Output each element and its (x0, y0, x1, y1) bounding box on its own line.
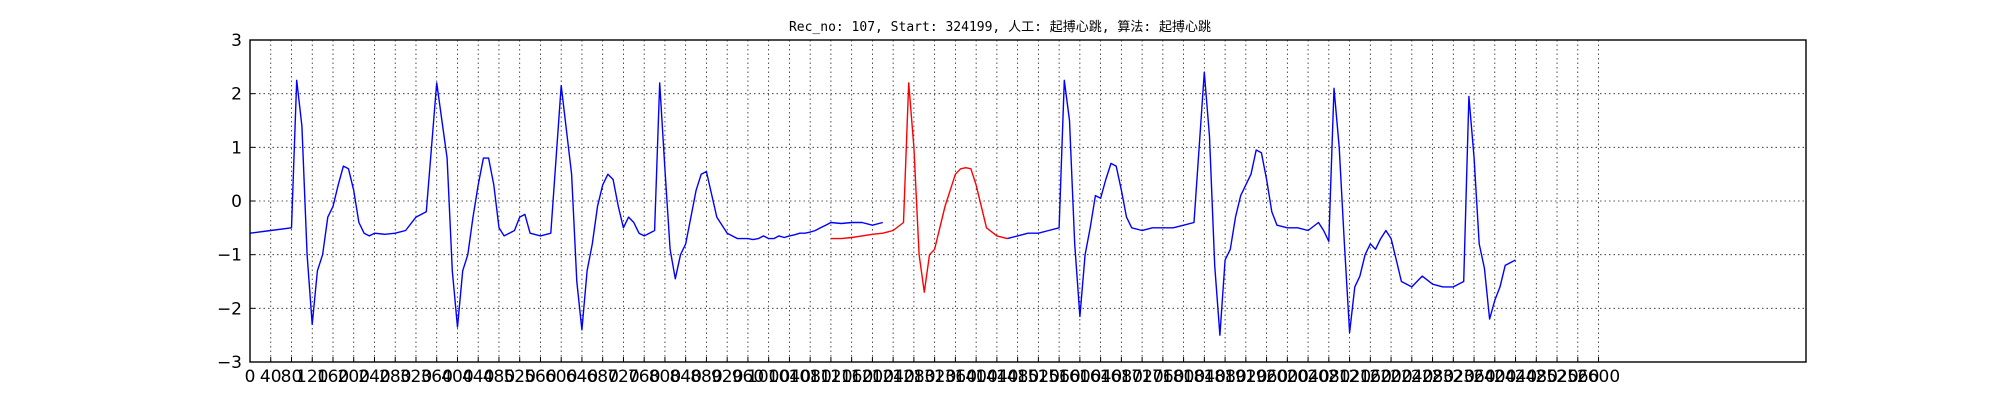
x-tick-label: 1440 (975, 367, 1018, 387)
x-tick-label: 0 (245, 367, 256, 387)
x-tick-label: 480 (483, 367, 515, 387)
x-axis: 0 40 8012016020024028032036040044048052056… (245, 357, 1620, 387)
x-tick-label: 880 (690, 367, 722, 387)
y-tick-label: −3 (217, 353, 242, 373)
x-tick-label: 120 (296, 367, 328, 387)
x-tick-label: 1400 (955, 367, 998, 387)
plot-frame (249, 39, 1807, 363)
y-axis: −3 −2 −1 0 1 2 3 (217, 31, 255, 373)
x-tick-label: 2240 (1390, 367, 1433, 387)
y-tick-label: −1 (217, 246, 242, 266)
x-tick-label: 2160 (1349, 367, 1392, 387)
x-tick-label: 1840 (1183, 367, 1226, 387)
x-tick-label: 2360 (1452, 367, 1495, 387)
x-tick-label: 2560 (1556, 367, 1599, 387)
x-tick-label: 2600 (1577, 367, 1620, 387)
x-tick-label: 400 (441, 367, 473, 387)
x-tick-label: 2040 (1286, 367, 1329, 387)
x-tick-label: 2000 (1266, 367, 1309, 387)
x-tick-label: 1320 (913, 367, 956, 387)
x-tick-label: 2440 (1494, 367, 1537, 387)
x-tick-label: 80 (281, 367, 303, 387)
x-tick-label: 2080 (1307, 367, 1350, 387)
x-tick-label: 160 (317, 367, 349, 387)
x-tick-label: 1800 (1162, 367, 1205, 387)
series-line-3 (1007, 71, 1516, 336)
x-tick-label: 40 (260, 367, 282, 387)
x-tick-label: 920 (711, 367, 743, 387)
series-group (249, 71, 1516, 336)
y-tick-label: −2 (217, 299, 242, 319)
x-tick-label: 600 (545, 367, 577, 387)
x-tick-label: 1520 (1017, 367, 1060, 387)
x-tick-label: 800 (649, 367, 681, 387)
y-tick-label: 1 (231, 138, 242, 158)
x-tick-label: 360 (420, 367, 452, 387)
x-tick-label: 1560 (1037, 367, 1080, 387)
x-tick-label: 2400 (1473, 367, 1516, 387)
x-tick-label: 1920 (1224, 367, 1267, 387)
x-tick-label: 1120 (809, 367, 852, 387)
x-tick-label: 1760 (1141, 367, 1184, 387)
x-tick-label: 2120 (1328, 367, 1371, 387)
y-tick-label: 3 (231, 31, 242, 51)
x-tick-label: 960 (732, 367, 764, 387)
x-tick-label: 1600 (1058, 367, 1101, 387)
x-tick-label: 1200 (851, 367, 894, 387)
x-tick-label: 2480 (1515, 367, 1558, 387)
x-tick-label: 560 (524, 367, 556, 387)
y-tick-label: 0 (231, 192, 242, 212)
x-tick-label: 240 (358, 367, 390, 387)
x-tick-label: 640 (566, 367, 598, 387)
x-tick-label: 1000 (747, 367, 790, 387)
x-tick-label: 1480 (996, 367, 1039, 387)
x-tick-label: 1880 (1203, 367, 1246, 387)
x-tick-label: 2200 (1369, 367, 1412, 387)
x-tick-label: 720 (607, 367, 639, 387)
x-tick-label: 280 (379, 367, 411, 387)
x-tick-label: 2320 (1432, 367, 1475, 387)
chart-title: Rec_no: 107, Start: 324199, 人工: 起搏心跳, 算法… (789, 19, 1211, 35)
x-tick-label: 1040 (768, 367, 811, 387)
x-tick-label: 200 (338, 367, 370, 387)
x-tick-label: 320 (400, 367, 432, 387)
x-tick-label: 440 (462, 367, 494, 387)
x-tick-label: 1960 (1245, 367, 1288, 387)
x-tick-label: 1680 (1100, 367, 1143, 387)
x-tick-label: 1080 (789, 367, 832, 387)
x-tick-label: 1240 (872, 367, 915, 387)
x-tick-label: 520 (503, 367, 535, 387)
series-line-1 (249, 79, 883, 331)
x-tick-label: 2280 (1411, 367, 1454, 387)
x-tick-label: 760 (628, 367, 660, 387)
x-tick-label: 840 (669, 367, 701, 387)
y-tick-label: 2 (231, 85, 242, 105)
x-tick-label: 1160 (830, 367, 873, 387)
x-tick-label: 1360 (934, 367, 977, 387)
x-tick-label: 680 (586, 367, 618, 387)
x-tick-label: 1640 (1079, 367, 1122, 387)
x-tick-label: 2520 (1535, 367, 1578, 387)
x-tick-label: 1280 (892, 367, 935, 387)
grid (249, 39, 1806, 363)
series-line-2 (830, 82, 1008, 293)
x-tick-label: 1720 (1120, 367, 1163, 387)
